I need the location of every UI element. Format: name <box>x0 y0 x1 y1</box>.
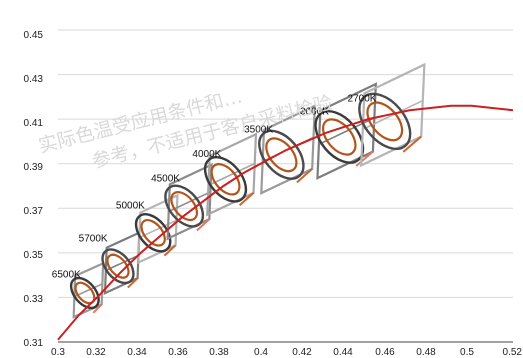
planckian-locus-line <box>57 104 514 341</box>
x-tick-label: 0.52 <box>503 347 523 358</box>
cct-label: 2700K <box>348 93 377 104</box>
x-tick-label: 0.36 <box>168 347 188 358</box>
x-tick-label: 0.42 <box>292 347 312 358</box>
grid-lines <box>58 29 513 343</box>
y-tick-label: 0.43 <box>24 74 44 85</box>
x-tick-label: 0.4 <box>254 347 268 358</box>
cct-bin-edge-accent <box>355 150 374 167</box>
cct-label: 4000K <box>192 149 221 160</box>
cct-label: 4500K <box>151 174 180 185</box>
cct-bin-divider <box>318 117 375 146</box>
x-tick-label: 0.48 <box>416 347 436 358</box>
x-tick-label: 0.46 <box>375 347 395 358</box>
cct-label: 6500K <box>52 269 81 280</box>
macadam-ellipse-outer <box>203 156 248 203</box>
x-tick-label: 0.34 <box>127 347 147 358</box>
macadam-ellipse-inner <box>170 191 199 222</box>
x-tick-labels: 0.3 0.32 0.34 0.36 0.38 0.4 0.42 0.44 0.… <box>51 347 522 358</box>
cct-bin-edge-accent <box>196 218 211 232</box>
planckian-locus <box>57 104 514 341</box>
y-tick-label: 0.39 <box>24 162 44 173</box>
macadam-ellipse-outer <box>164 184 205 228</box>
macadam-ellipse-inner <box>210 163 241 196</box>
cct-bin-divider <box>139 219 177 239</box>
x-tick-label: 0.3 <box>51 347 65 358</box>
y-tick-label: 0.45 <box>24 30 44 41</box>
y-tick-label: 0.33 <box>24 294 44 305</box>
x-tick-label: 0.38 <box>209 347 229 358</box>
cct-bin-edge-accent <box>238 192 255 207</box>
macadam-ellipse-inner <box>106 253 130 279</box>
cct-bin-divider <box>362 99 424 131</box>
cct-label: 3000K <box>300 107 329 118</box>
macadam-ellipse-inner <box>322 118 357 156</box>
cct-label: 3500K <box>244 125 273 136</box>
cct-bin-edge-accent <box>92 303 103 314</box>
macadam-ellipse-outer <box>134 213 172 253</box>
cct-bin-edge-accent <box>127 277 139 289</box>
cct-bin-edge-accent <box>163 244 177 257</box>
x-tick-label: 0.32 <box>86 347 106 358</box>
y-tick-label: 0.37 <box>24 206 44 217</box>
macadam-ellipse-outer <box>69 276 100 310</box>
cct-bin-quadrangle <box>316 82 377 180</box>
watermark: 实际色温受应用条件和… 参考，不适用于客户采料检验 <box>36 85 334 172</box>
y-tick-label: 0.31 <box>24 338 44 349</box>
macadam-ellipse-inner <box>140 219 166 247</box>
cct-bin-edge-accent <box>402 135 422 153</box>
x-tick-label: 0.44 <box>333 347 353 358</box>
y-tick-labels: 0.31 0.33 0.35 0.37 0.39 0.41 0.43 0.45 <box>24 30 44 349</box>
cct-bin-divider <box>168 191 211 213</box>
macadam-ellipse-outer <box>101 248 135 285</box>
y-tick-label: 0.35 <box>24 250 44 261</box>
cct-bin-quadrangle <box>359 62 426 168</box>
cct-bin-divider <box>208 162 256 187</box>
cct-labels: 6500K 5700K 5000K 4500K 4000K 3500K 3000K 2700K <box>52 93 377 280</box>
cct-bin-divider <box>105 254 139 272</box>
cct-label: 5700K <box>79 234 108 245</box>
macadam-ellipse-outer <box>314 110 365 164</box>
cct-bin-divider <box>74 283 103 298</box>
macadam-ellipse-outer <box>358 92 412 151</box>
macadam-ellipse-outer <box>258 129 305 180</box>
x-tick-label: 0.5 <box>460 347 474 358</box>
cct-label: 5000K <box>116 200 145 211</box>
cct-bin-edge-accent <box>296 168 313 184</box>
y-tick-label: 0.41 <box>24 118 44 129</box>
macadam-ellipse-inner <box>265 137 298 173</box>
